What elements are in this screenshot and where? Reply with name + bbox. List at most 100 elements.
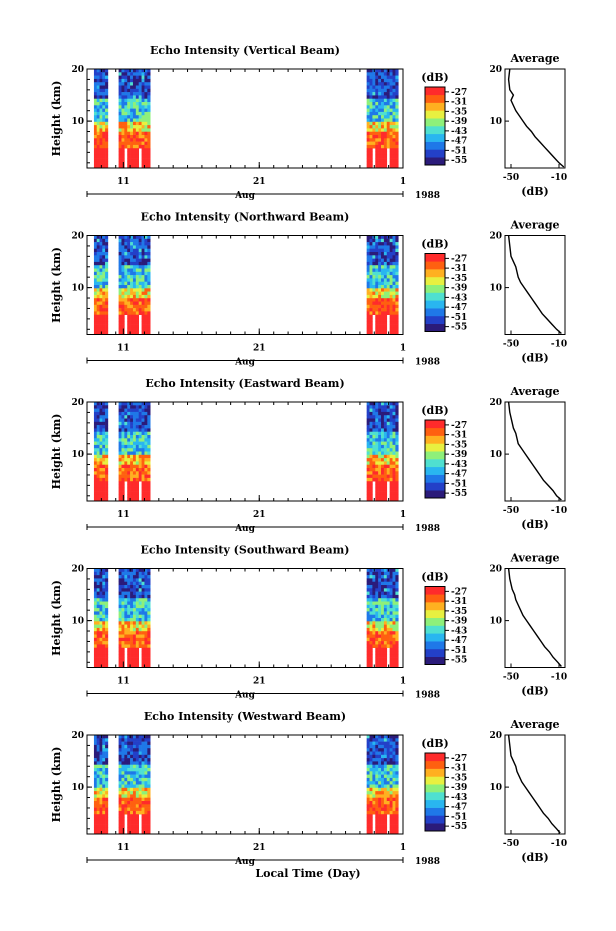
heat-cell bbox=[375, 754, 379, 759]
heat-cell bbox=[93, 481, 98, 485]
heat-cell bbox=[144, 768, 148, 772]
heat-cell bbox=[121, 604, 125, 609]
heat-cell bbox=[144, 265, 148, 269]
heat-cell bbox=[375, 411, 379, 416]
heat-cell bbox=[389, 664, 393, 668]
heat-cell bbox=[127, 664, 131, 668]
heat-cell bbox=[375, 298, 379, 302]
heat-cell bbox=[386, 431, 390, 436]
heat-cell bbox=[147, 242, 151, 246]
heat-cell bbox=[132, 108, 137, 113]
heat-cell bbox=[386, 614, 390, 619]
heat-cell bbox=[93, 311, 98, 315]
heat-cell bbox=[105, 288, 109, 292]
heat-cell bbox=[378, 454, 382, 459]
heat-cell bbox=[141, 497, 145, 502]
heat-cell bbox=[105, 154, 109, 159]
heat-cell bbox=[121, 814, 125, 818]
heat-cell bbox=[132, 161, 137, 165]
colorbar-band bbox=[425, 807, 445, 816]
heat-cell bbox=[395, 651, 399, 655]
heat-cell bbox=[102, 454, 106, 459]
heat-cell bbox=[389, 820, 393, 825]
heat-cell bbox=[96, 608, 100, 612]
heat-cell bbox=[96, 258, 100, 263]
heat-cell bbox=[378, 111, 382, 116]
heat-cell bbox=[144, 614, 148, 619]
heat-cell bbox=[381, 144, 385, 149]
heat-cell bbox=[127, 321, 131, 325]
heat-cell bbox=[389, 497, 393, 502]
heat-cell bbox=[124, 454, 128, 459]
heat-cell bbox=[378, 618, 382, 622]
heat-cell bbox=[121, 294, 125, 299]
heat-cell bbox=[132, 428, 137, 432]
profile-title: Average bbox=[509, 219, 559, 232]
heat-cell bbox=[102, 242, 106, 246]
heat-cell bbox=[118, 252, 122, 256]
heat-cell bbox=[369, 314, 373, 319]
heat-cell bbox=[96, 664, 100, 668]
heat-cell bbox=[121, 824, 125, 828]
heat-cell bbox=[141, 777, 145, 782]
heat-cell bbox=[395, 151, 399, 156]
heat-cell bbox=[392, 761, 396, 765]
heat-cell bbox=[386, 754, 390, 759]
heat-cell bbox=[378, 78, 382, 83]
heat-cell bbox=[144, 118, 148, 123]
heat-cell bbox=[147, 575, 151, 579]
heat-cell bbox=[372, 758, 376, 762]
heat-cell bbox=[369, 98, 373, 103]
heat-cell bbox=[141, 115, 145, 119]
heat-cell bbox=[375, 245, 379, 249]
heat-cell bbox=[93, 331, 98, 335]
heat-cell bbox=[147, 618, 151, 622]
heat-cell bbox=[127, 764, 131, 769]
heat-cell bbox=[369, 408, 373, 413]
heat-cell bbox=[132, 301, 137, 306]
heat-cell bbox=[141, 461, 145, 465]
heat-cell bbox=[392, 82, 396, 86]
heat-cell bbox=[132, 98, 137, 103]
heat-cell bbox=[389, 405, 393, 409]
heat-cell bbox=[147, 594, 151, 599]
heat-cell bbox=[96, 78, 100, 83]
heat-cell bbox=[124, 255, 128, 259]
panel-0: Echo Intensity (Vertical Beam)2010Height… bbox=[50, 44, 567, 201]
heat-cell bbox=[96, 128, 100, 132]
heat-cell bbox=[392, 154, 396, 159]
heat-cell bbox=[392, 291, 396, 296]
heat-cell bbox=[369, 594, 373, 599]
heat-cell bbox=[105, 830, 109, 835]
heat-cell bbox=[124, 464, 128, 469]
heat-cell bbox=[389, 578, 393, 582]
heat-cell bbox=[372, 804, 376, 808]
heat-cell bbox=[372, 474, 376, 479]
heat-cell bbox=[118, 411, 122, 416]
heat-cell bbox=[127, 154, 131, 159]
heat-cell bbox=[381, 817, 385, 822]
heat-cell bbox=[96, 494, 100, 498]
heat-cell bbox=[96, 318, 100, 322]
heat-cell bbox=[135, 585, 140, 589]
heat-cell bbox=[366, 125, 370, 129]
heat-cell bbox=[389, 468, 393, 472]
heat-cell bbox=[381, 268, 385, 273]
heat-cell bbox=[383, 85, 388, 90]
heat-cell bbox=[130, 604, 134, 609]
heat-cell bbox=[124, 477, 128, 482]
heat-cell bbox=[118, 108, 122, 113]
heat-cell bbox=[147, 141, 151, 146]
heat-cell bbox=[121, 461, 125, 465]
heat-cell bbox=[118, 491, 122, 495]
heat-cell bbox=[132, 735, 137, 739]
heat-cell bbox=[141, 95, 145, 99]
heat-cell bbox=[121, 69, 125, 73]
colorbar-band bbox=[425, 149, 445, 158]
heat-cell bbox=[130, 92, 134, 96]
heat-cell bbox=[96, 255, 100, 259]
heat-cell bbox=[93, 75, 98, 80]
heat-cell bbox=[130, 581, 134, 586]
heat-cell bbox=[389, 138, 393, 142]
colorbar-tick-label: -39 bbox=[451, 284, 467, 294]
